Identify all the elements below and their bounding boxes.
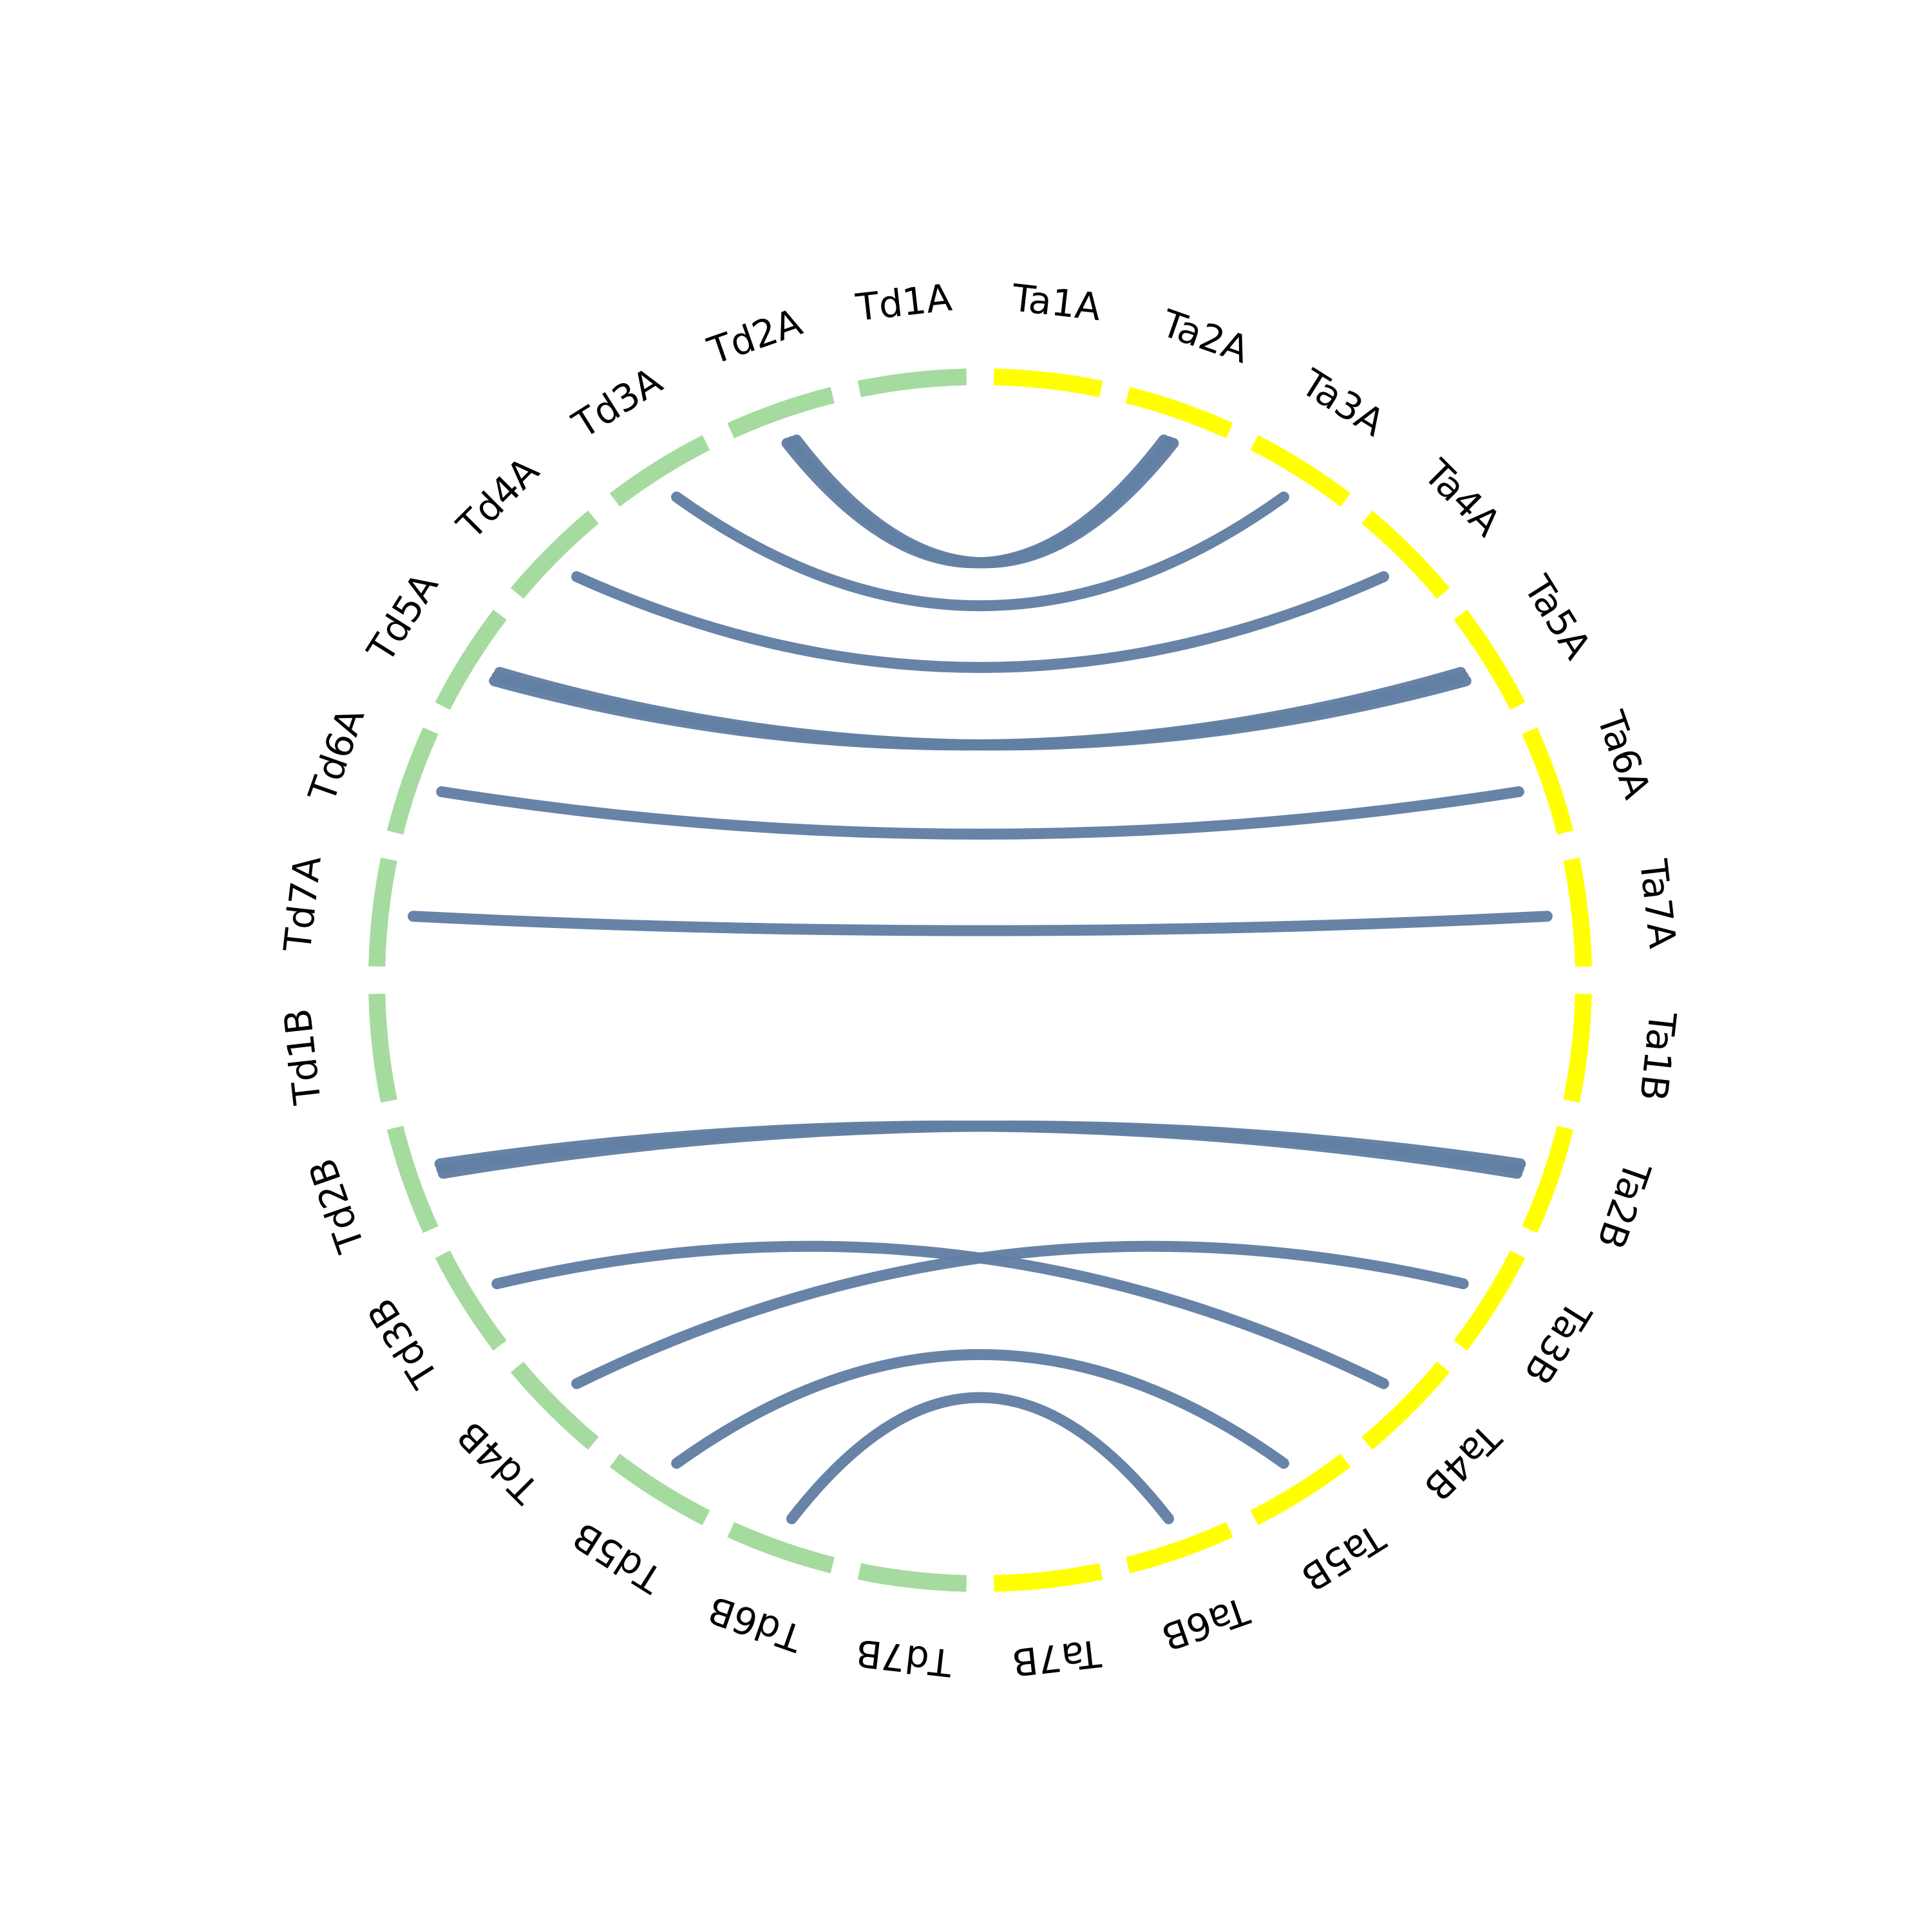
chromosome-segment-ta3a: [1250, 435, 1351, 507]
synteny-links: [408, 434, 1553, 1524]
chromosome-segment-td3a: [609, 435, 710, 507]
chromosome-label-td4b: Td4B: [449, 1413, 548, 1512]
chromosome-label-ta1a: Ta1A: [1009, 276, 1103, 329]
chromosome-segment-td5a: [435, 609, 507, 710]
chromosome-label-ta5a: Ta5A: [1515, 567, 1600, 667]
chromosome-segment-td4a: [510, 510, 599, 599]
chromosome-segment-td5b: [609, 1454, 710, 1526]
chromosome-segment-ta1b: [1563, 993, 1592, 1103]
chromosome-segment-td4b: [510, 1361, 599, 1450]
chromosome-label-ta4b: Ta4B: [1416, 1415, 1510, 1509]
chromosome-label-ta3a: Ta3A: [1293, 360, 1392, 445]
chromosome-label-td6a: Td6A: [300, 703, 374, 808]
chromosome-label-td2b: Td2B: [300, 1153, 374, 1258]
link-td3b-ta4b: [491, 1240, 1389, 1389]
chromosome-label-td1a: Td1A: [853, 276, 954, 330]
chromosome-segment-ta5b: [1250, 1454, 1351, 1526]
chromosome-label-td2a: Td2A: [702, 300, 808, 374]
chromosome-segment-ta2b: [1522, 1126, 1574, 1233]
chromosome-segment-td7a: [368, 857, 397, 967]
chromosome-segment-ta1a: [993, 368, 1103, 397]
link-td2a-ta2a: [781, 434, 1170, 569]
chromosome-label-td3a: Td3A: [565, 359, 670, 447]
chromosome-segment-td7b: [857, 1563, 967, 1592]
chromosome-label-ta2b: Ta2B: [1589, 1155, 1660, 1255]
chromosome-segment-ta7a: [1563, 857, 1592, 967]
chromosome-segment-ta4b: [1361, 1361, 1450, 1450]
chromosome-segment-td3b: [435, 1250, 507, 1351]
link-td5a-ta5a: [489, 667, 1466, 751]
chromosome-label-ta7b: Ta7B: [1010, 1631, 1104, 1685]
chromosome-label-td6b: Td6B: [703, 1587, 808, 1661]
chromosome-label-ta1b: Ta1B: [1631, 1009, 1685, 1103]
chromosome-label-td5b: Td5B: [565, 1513, 670, 1602]
chromosome-segment-ta4a: [1361, 510, 1450, 599]
chromosome-label-ta3b: Ta3B: [1515, 1293, 1600, 1392]
chromosome-label-ta5b: Ta5B: [1294, 1515, 1393, 1600]
link-td2b-ta2b: [437, 1121, 1526, 1179]
link-td4a-ta4a: [571, 571, 1389, 673]
chromosome-segment-ta2a: [1126, 386, 1233, 439]
chromosome-segment-ta5a: [1454, 609, 1526, 710]
link-td6a-ta6a: [436, 786, 1524, 840]
chromosome-label-ta6a: Ta6A: [1588, 705, 1659, 804]
chromosome-label-td5a: Td5A: [359, 565, 447, 670]
chromosome-segment-ta7b: [993, 1563, 1103, 1592]
link-td3a-ta3a: [671, 491, 1289, 611]
chromosome-label-td3b: Td3B: [359, 1291, 447, 1396]
link-td4b-ta3b: [571, 1240, 1469, 1389]
chromosome-label-td4a: Td4A: [448, 448, 547, 547]
chromosome-label-ta6b: Ta6B: [1156, 1588, 1255, 1659]
chromosome-segment-td1b: [368, 993, 397, 1103]
chromosome-segment-td2b: [386, 1126, 439, 1233]
chromosome-segment-td6b: [727, 1522, 835, 1574]
chromosome-segment-td1a: [857, 368, 967, 397]
chromosome-label-td1b: Td1B: [276, 1007, 330, 1108]
chromosome-label-td7a: Td7A: [276, 853, 330, 954]
chromosome-segment-ta3b: [1454, 1250, 1526, 1351]
chromosome-label-ta4a: Ta4A: [1415, 451, 1510, 545]
link-td7a-ta7a: [408, 911, 1553, 936]
chromosome-segment-td6a: [386, 727, 439, 835]
chromosome-label-ta7a: Ta7A: [1631, 857, 1685, 951]
chromosome-label-ta2a: Ta2A: [1155, 301, 1255, 372]
link-td6b-ta6b: [786, 1392, 1175, 1524]
chromosome-label-td7b: Td7B: [854, 1631, 955, 1685]
chromosome-segment-ta6b: [1126, 1522, 1233, 1574]
link-td5b-ta5b: [671, 1349, 1289, 1469]
chromosome-segment-ta6a: [1522, 727, 1574, 835]
chromosome-segments: [368, 368, 1592, 1592]
chromosome-segment-td2a: [727, 386, 835, 439]
